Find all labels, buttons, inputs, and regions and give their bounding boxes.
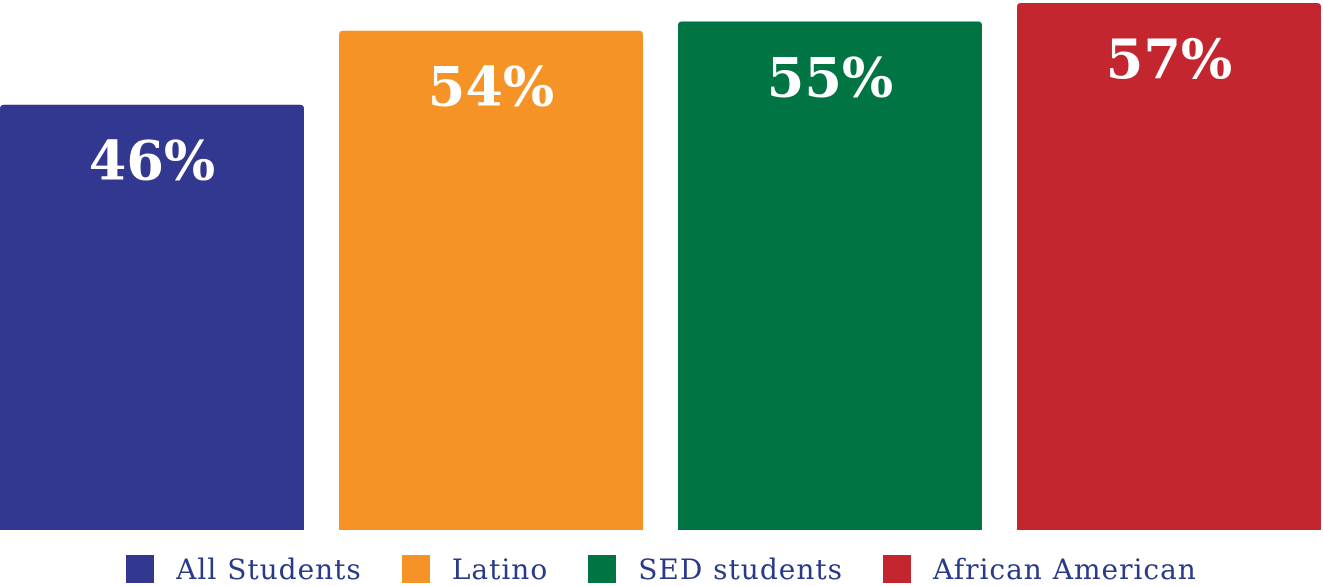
legend-item-latino: Latino — [401, 552, 549, 586]
data-label-all-students: 46% — [89, 129, 215, 193]
legend-item-all-students: All Students — [126, 553, 362, 586]
legend-swatch-sed-students — [588, 555, 617, 583]
bar-african-american — [1017, 3, 1321, 530]
legend-label-african-american: African American — [932, 552, 1197, 586]
legend-label-sed-students: SED students — [638, 552, 843, 586]
data-label-african-american: 57% — [1106, 27, 1232, 91]
legend-item-sed-students: SED students — [588, 553, 843, 586]
data-label-sed-students: 55% — [767, 45, 893, 109]
data-label-latino: 54% — [428, 55, 554, 119]
bar-latino — [339, 30, 643, 530]
bar-sed-students — [678, 21, 982, 530]
bar-all-students — [0, 104, 304, 530]
legend-swatch-latino — [401, 555, 430, 583]
legend-swatch-all-students — [126, 555, 155, 583]
legend-label-all-students: All Students — [176, 552, 362, 586]
legend-item-african-american: African American — [882, 552, 1197, 586]
legend: All Students Latino SED students African… — [0, 552, 1323, 586]
legend-swatch-african-american — [882, 555, 911, 583]
legend-label-latino: Latino — [451, 552, 549, 586]
